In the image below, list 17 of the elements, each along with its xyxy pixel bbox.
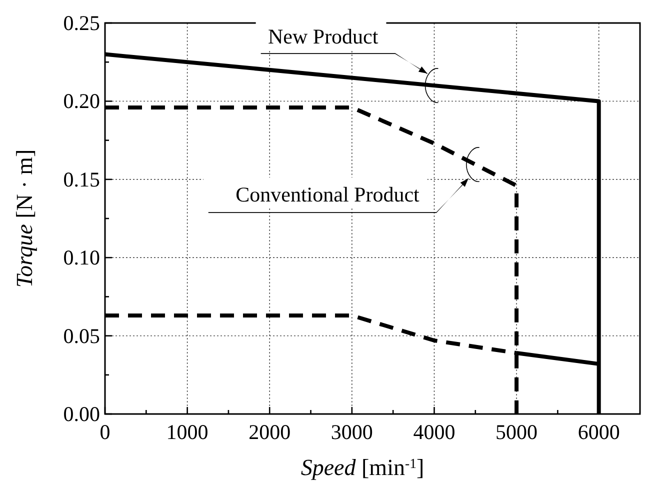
x-tick-label: 5000: [496, 420, 538, 444]
y-axis-title: Torque [N · m]: [12, 149, 37, 288]
x-tick-label: 0: [100, 420, 110, 444]
x-tick-label: 2000: [248, 420, 291, 444]
y-tick-label: 0.05: [63, 324, 100, 348]
x-tick-label: 1000: [166, 420, 208, 444]
legend-label: Conventional Product: [236, 182, 420, 207]
y-tick-label: 0.25: [63, 11, 100, 35]
y-tick-label: 0.20: [63, 89, 100, 114]
x-tick-label: 3000: [330, 420, 373, 444]
y-tick-label: 0.15: [63, 167, 100, 192]
y-tick-label: 0.00: [63, 402, 100, 426]
y-tick-label: 0.10: [63, 246, 100, 270]
x-axis-title: Speed [min$^{-1}$]: [300, 455, 424, 480]
x-tick-label: 6000: [578, 420, 620, 444]
x-tick-label: 4000: [413, 420, 456, 444]
series-label: New Product: [268, 24, 378, 49]
